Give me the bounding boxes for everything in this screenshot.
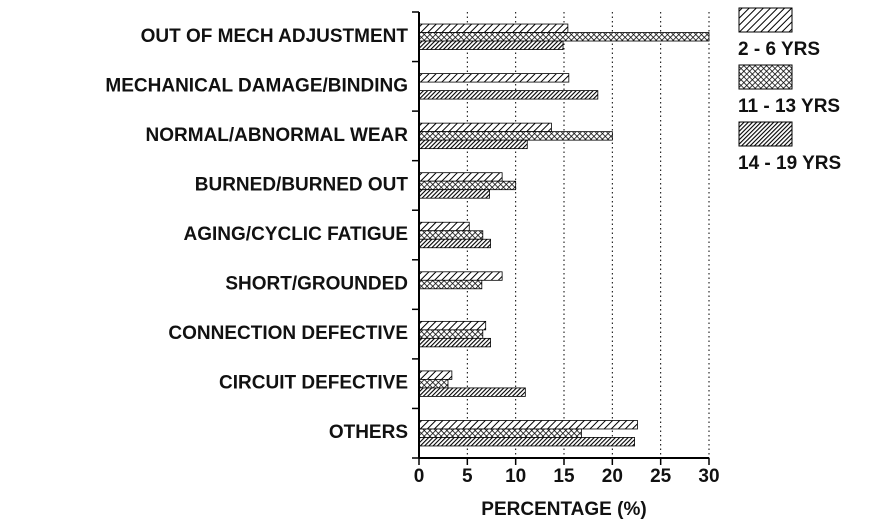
y-tick-label: NORMAL/ABNORMAL WEAR xyxy=(146,125,409,146)
x-tick-label: 30 xyxy=(698,466,719,487)
bar xyxy=(418,379,449,389)
bar xyxy=(418,428,582,438)
y-tick-label: MECHANICAL DAMAGE/BINDING xyxy=(105,75,408,96)
bar xyxy=(418,238,491,249)
legend-swatch xyxy=(738,64,793,90)
x-axis-title: PERCENTAGE (%) xyxy=(481,499,646,520)
bar xyxy=(418,73,570,83)
y-tick-label: AGING/CYCLIC FATIGUE xyxy=(184,224,408,245)
x-tick-label: 25 xyxy=(650,466,672,487)
bar xyxy=(418,230,484,240)
y-tick-label: CIRCUIT DEFECTIVE xyxy=(219,373,408,394)
legend-label: 14 - 19 YRS xyxy=(738,153,841,174)
bar xyxy=(418,122,552,133)
y-tick-label: OUT OF MECH ADJUSTMENT xyxy=(141,26,409,47)
bar xyxy=(418,32,710,42)
bar xyxy=(418,387,526,397)
bar xyxy=(418,131,613,141)
bar xyxy=(418,139,528,150)
bar xyxy=(418,329,484,339)
bar xyxy=(418,180,517,191)
bar xyxy=(418,90,599,100)
legend-label: 11 - 13 YRS xyxy=(738,96,840,117)
bar xyxy=(418,437,635,447)
bar xyxy=(418,279,483,290)
y-tick-label: BURNED/BURNED OUT xyxy=(195,174,409,195)
bar xyxy=(418,172,503,182)
y-tick-label: OTHERS xyxy=(329,422,408,443)
legend-swatch xyxy=(738,7,793,33)
bar xyxy=(418,370,453,380)
y-tick-label: SHORT/GROUNDED xyxy=(225,274,408,295)
bar xyxy=(418,420,638,430)
bar xyxy=(418,221,470,232)
x-tick-label: 20 xyxy=(602,466,623,487)
x-tick-label: 0 xyxy=(414,466,425,487)
bar xyxy=(418,40,564,50)
bar xyxy=(418,337,491,348)
bar xyxy=(418,271,503,281)
y-tick-label: CONNECTION DEFECTIVE xyxy=(168,323,408,344)
x-tick-label: 10 xyxy=(505,466,526,487)
x-tick-label: 15 xyxy=(553,466,575,487)
bar xyxy=(418,23,569,33)
bar xyxy=(418,320,487,331)
x-tick-label: 5 xyxy=(462,466,473,487)
bar xyxy=(418,189,490,199)
legend-swatch xyxy=(738,121,793,147)
legend-label: 2 - 6 YRS xyxy=(738,39,820,60)
